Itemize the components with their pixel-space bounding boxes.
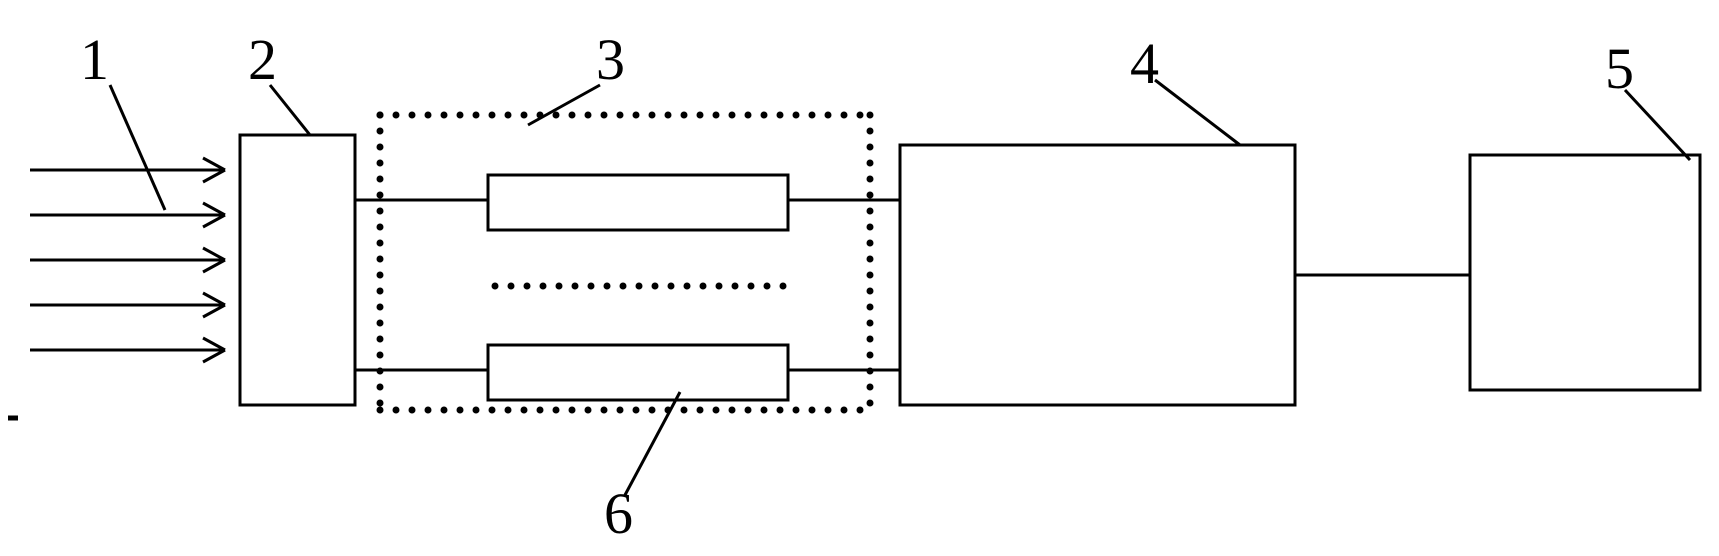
label-6: 6 [604, 480, 633, 547]
leader-line [1625, 90, 1690, 160]
label-3: 3 [596, 26, 625, 93]
block-2 [240, 135, 355, 405]
label-5: 5 [1605, 35, 1634, 102]
label-2: 2 [248, 26, 277, 93]
label-4: 4 [1130, 30, 1159, 97]
block-5 [1470, 155, 1700, 390]
leader-line [110, 85, 165, 210]
inner-box [488, 175, 788, 230]
label-1: 1 [80, 26, 109, 93]
leader-line [528, 85, 600, 125]
leader-line [1155, 80, 1240, 145]
block-4 [900, 145, 1295, 405]
inner-box-6 [488, 345, 788, 400]
